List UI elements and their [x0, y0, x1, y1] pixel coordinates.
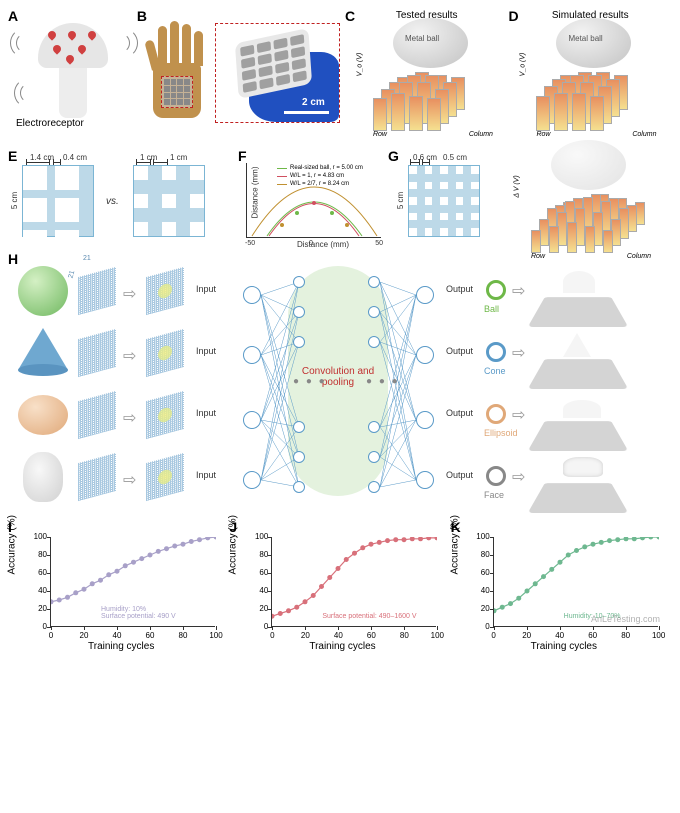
wave-icon	[10, 28, 40, 58]
ylabel-j: Accuracy (%)	[228, 515, 239, 574]
row-4: I Accuracy (%) 020406080100020406080100H…	[8, 519, 672, 654]
chart-d2-3d: Δ V (V) Row Column	[511, 148, 661, 258]
receptor-icon	[46, 29, 57, 40]
panel-label-f: F	[238, 148, 247, 164]
dim-arrow	[136, 162, 151, 163]
y-axis-d2: Δ V (V)	[514, 175, 521, 197]
dim-14: 1.4 cm	[30, 153, 54, 162]
input-shapes	[8, 251, 58, 511]
curve-plot: Real-sized ball, r = 5.00 cm W/L = 1, r …	[246, 163, 381, 238]
bars-c	[368, 56, 493, 131]
xlabel-i: Training cycles	[88, 641, 154, 652]
ball-shape	[18, 266, 68, 316]
panel-a: A Electroreceptor	[8, 8, 137, 143]
figure-root: A Electroreceptor B	[0, 0, 680, 662]
legend-1: W/L = 1, r = 4.83 cm	[290, 173, 344, 181]
dim-05: 0.5 cm	[443, 153, 467, 162]
ylabel-k: Accuracy (%)	[449, 515, 460, 574]
panel-c: C Tested results Metal ball V_o (V) Row …	[345, 8, 509, 143]
nn-edges-svg	[238, 261, 438, 501]
face-shape	[23, 452, 63, 502]
row-2: E 1.4 cm 0.4 cm 5 cm vs. 1 cm 1 cm F	[8, 148, 672, 243]
row-1: A Electroreceptor B	[8, 8, 672, 143]
sensor-grid-5x5	[408, 165, 480, 237]
chart-j: 020406080100020406080100Surface potentia…	[271, 537, 436, 627]
receptor-icon	[76, 43, 87, 54]
dim-04: 0.4 cm	[63, 153, 87, 162]
panel-d2: Δ V (V) Row Column	[503, 148, 668, 243]
panel-i: I Accuracy (%) 020406080100020406080100H…	[8, 519, 229, 654]
xlabel-k: Training cycles	[531, 641, 597, 652]
panel-label-e: E	[8, 148, 17, 164]
ylabel-i: Accuracy (%)	[7, 515, 18, 574]
dim-06: 0.6 cm	[413, 153, 437, 162]
xlabel-j: Training cycles	[309, 641, 375, 652]
y-axis-d: V_o (V)	[520, 53, 527, 77]
ball-label: Metal ball	[405, 34, 439, 43]
dim-arrow	[422, 162, 430, 163]
receptor-icon	[66, 29, 77, 40]
ellipsoid-shape	[18, 395, 68, 435]
dim-1b: 1 cm	[170, 153, 187, 162]
vox-dim-1: 21	[83, 255, 91, 262]
fish-head	[38, 23, 108, 68]
receptor-icon	[86, 29, 97, 40]
bars-d	[531, 56, 656, 131]
finger	[194, 31, 203, 66]
panel-f: F Real-sized ball, r = 5.00 cm W/L = 1, …	[238, 148, 388, 243]
panel-e: E 1.4 cm 0.4 cm 5 cm vs. 1 cm 1 cm	[8, 148, 238, 243]
dim-arrow	[153, 162, 168, 163]
panel-d: D Simulated results Metal ball V_o (V) R…	[508, 8, 672, 143]
panel-b: B 2 cm	[137, 8, 345, 143]
legend-2: W/L = 2/7, r = 8.24 cm	[290, 181, 349, 189]
z-axis-d: Column	[632, 131, 656, 138]
panel-h: H 21 21 ⇨⇨⇨⇨ InputInputInputInput Convol…	[8, 251, 672, 511]
dim-arrow	[26, 162, 50, 163]
neural-net: Convolution and pooling ● ● ●● ● ●	[238, 261, 438, 501]
panel-k: K Accuracy (%) 020406080100020406080100H…	[451, 519, 672, 654]
vs-label: vs.	[106, 196, 119, 207]
panel-g: G 0.6 cm 0.5 cm 5 cm	[388, 148, 503, 243]
finger	[182, 24, 191, 66]
inset-photo: 2 cm	[215, 23, 340, 123]
vox-dim-2: 21	[68, 270, 77, 279]
bars-d2	[526, 178, 651, 253]
chart-d-3d: Metal ball V_o (V) Row Column	[516, 26, 666, 136]
finger	[170, 21, 179, 66]
electroreceptor-label: Electroreceptor	[16, 118, 84, 129]
dim-5cm: 5 cm	[10, 192, 19, 209]
f-xlabel: Distance (mm)	[297, 240, 349, 249]
f-ylabel: Distance (mm)	[251, 166, 260, 218]
receptor-icon	[51, 43, 62, 54]
ball-label: Metal ball	[568, 34, 602, 43]
wave-icon	[14, 78, 44, 108]
y-axis-c: V_o (V)	[356, 53, 363, 77]
legend-0: Real-sized ball, r = 5.00 cm	[290, 165, 363, 173]
panel-label-a: A	[8, 8, 18, 24]
dim-1a: 1 cm	[140, 153, 157, 162]
receptor-icon	[64, 53, 75, 64]
dim-arrow	[410, 162, 420, 163]
scale-bar	[284, 111, 329, 114]
watermark: AnLeTesting.com	[591, 614, 660, 624]
panel-label-h: H	[8, 251, 18, 267]
sensor-grid-1	[22, 165, 94, 237]
cone-shape	[18, 328, 68, 370]
dim-5cm-g: 5 cm	[396, 192, 405, 209]
panel-label-g: G	[388, 148, 399, 164]
finger	[158, 26, 167, 66]
x-axis-c: Row	[373, 131, 387, 138]
dim-arrow	[53, 162, 61, 163]
scale-text: 2 cm	[302, 97, 325, 108]
z-axis-c: Column	[469, 131, 493, 138]
sensor-on-palm	[161, 76, 193, 108]
chart-c-3d: Metal ball V_o (V) Row Column	[353, 26, 503, 136]
curve-legend: Real-sized ball, r = 5.00 cm W/L = 1, r …	[277, 165, 363, 188]
x-axis-d: Row	[536, 131, 550, 138]
wave-icon	[108, 28, 138, 58]
chart-i: 020406080100020406080100Humidity: 10% Su…	[50, 537, 215, 627]
sensor-grid-2	[133, 165, 205, 237]
wooden-hand	[142, 18, 212, 128]
panel-j: J Accuracy (%) 020406080100020406080100S…	[229, 519, 450, 654]
